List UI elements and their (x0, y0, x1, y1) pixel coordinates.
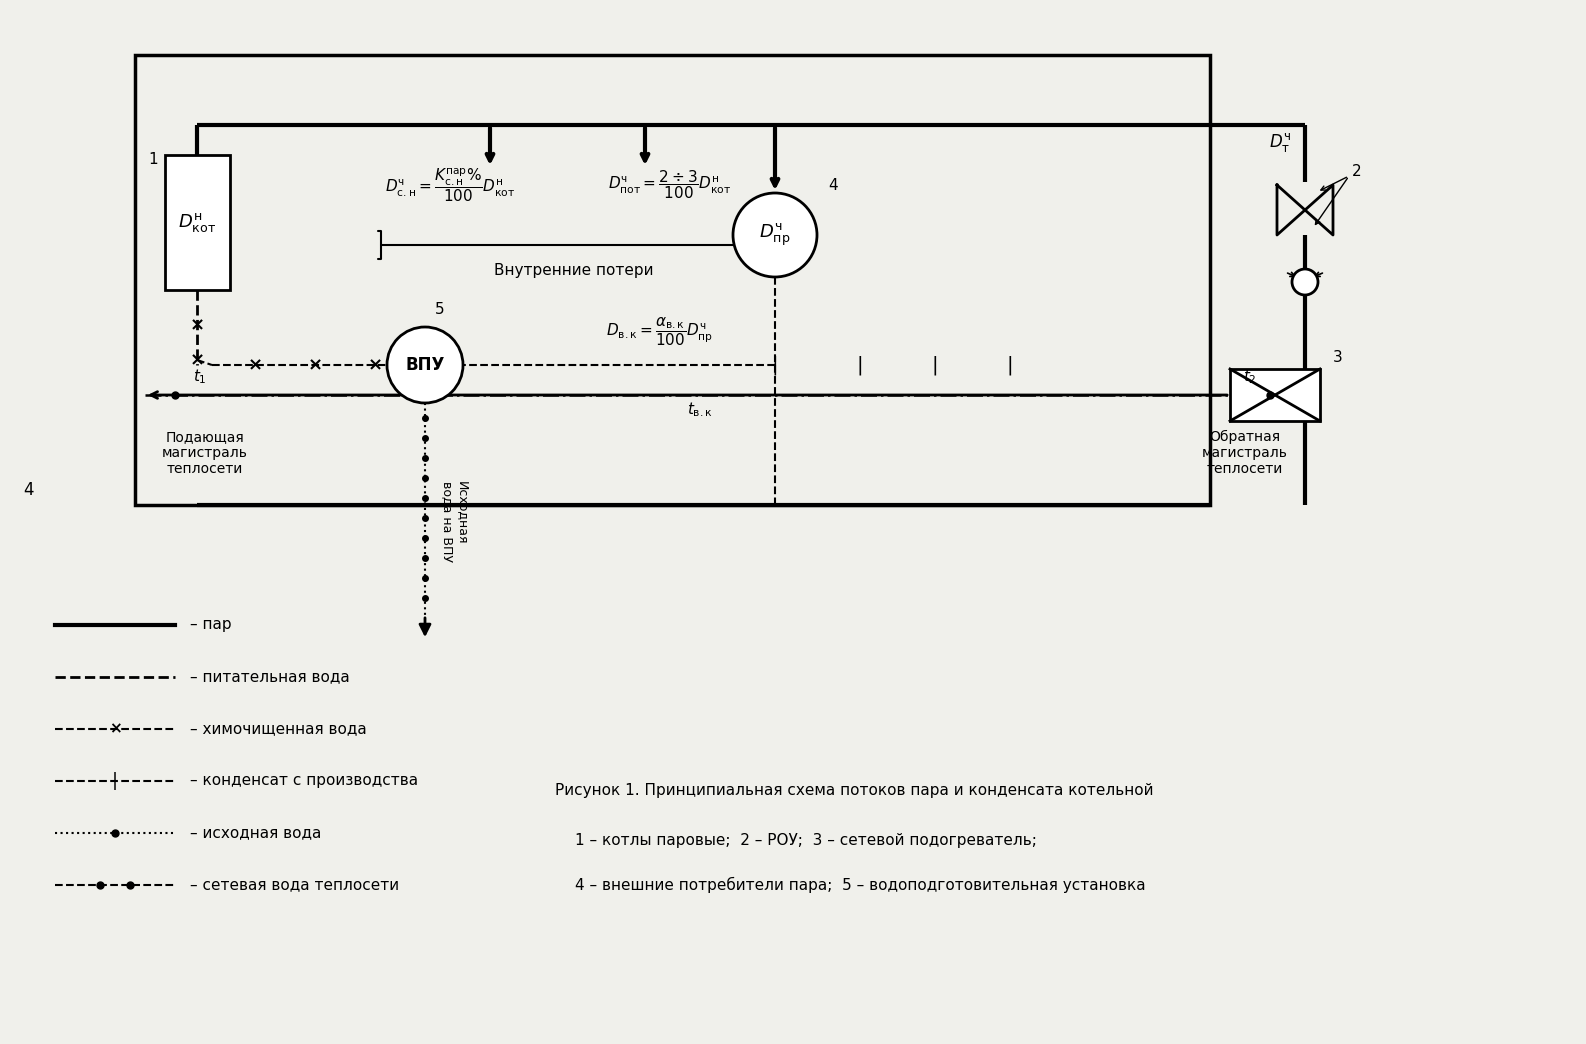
Text: $D_{\rm пот}^{\rm ч} = \dfrac{2\div3}{100} D_{\rm кот}^{\rm н}$: $D_{\rm пот}^{\rm ч} = \dfrac{2\div3}{10… (609, 169, 731, 201)
Text: 4 – внешние потребители пара;  5 – водоподготовительная установка: 4 – внешние потребители пара; 5 – водопо… (576, 877, 1145, 893)
Text: |: | (856, 355, 863, 375)
Text: ×: × (108, 721, 122, 736)
Text: $D_{\rm пр}^{\rm ч}$: $D_{\rm пр}^{\rm ч}$ (760, 222, 791, 248)
Text: $D_{\rm с.н}^{\rm ч} = \dfrac{K_{\rm с.н}^{\rm пар}\%}{100} D_{\rm кот}^{\rm н}$: $D_{\rm с.н}^{\rm ч} = \dfrac{K_{\rm с.н… (385, 166, 515, 204)
Bar (135, 55, 1210, 505)
Text: $t_1$: $t_1$ (193, 367, 206, 386)
Text: ×: × (368, 356, 382, 374)
Text: $t_2$: $t_2$ (1243, 367, 1256, 386)
Text: 2: 2 (1353, 165, 1362, 180)
Text: Рисунок 1. Принципиальная схема потоков пара и конденсата котельной: Рисунок 1. Принципиальная схема потоков … (555, 783, 1153, 798)
Bar (1231, 369, 1320, 421)
Text: – химочищенная вода: – химочищенная вода (190, 721, 366, 736)
Text: 4: 4 (22, 481, 33, 499)
Text: – сетевая вода теплосети: – сетевая вода теплосети (190, 878, 400, 893)
Text: – конденсат с производства: – конденсат с производства (190, 774, 419, 788)
Text: 4: 4 (828, 177, 837, 192)
Circle shape (1293, 269, 1318, 295)
Text: 1 – котлы паровые;  2 – РОУ;  3 – сетевой подогреватель;: 1 – котлы паровые; 2 – РОУ; 3 – сетевой … (576, 832, 1037, 848)
Text: |: | (113, 772, 117, 790)
Text: 3: 3 (1334, 350, 1343, 364)
Text: ×: × (247, 356, 263, 374)
Circle shape (387, 327, 463, 403)
Text: ВПУ: ВПУ (406, 356, 444, 374)
Text: $D_{\rm кот}^{\rm н}$: $D_{\rm кот}^{\rm н}$ (178, 211, 217, 234)
Text: $D_{\rm в.к} = \dfrac{\alpha_{\rm в.к}}{100} D_{\rm пр}^{\rm ч}$: $D_{\rm в.к} = \dfrac{\alpha_{\rm в.к}}{… (606, 315, 714, 349)
Text: |: | (1007, 355, 1013, 375)
Text: |: | (931, 355, 939, 375)
Text: – пар: – пар (190, 617, 232, 633)
Bar (165, 155, 230, 290)
Text: ×: × (308, 356, 322, 374)
Circle shape (733, 193, 817, 277)
Text: – исходная вода: – исходная вода (190, 826, 322, 840)
Text: 5: 5 (435, 303, 444, 317)
Text: 1: 1 (147, 152, 159, 167)
Text: Исходная
вода на ВПУ: Исходная вода на ВПУ (441, 481, 469, 562)
Text: $D_{\rm т}^{\rm ч}$: $D_{\rm т}^{\rm ч}$ (1269, 130, 1291, 153)
Text: $t_{\rm в.к}$: $t_{\rm в.к}$ (687, 401, 714, 420)
Text: Подающая
магистраль
теплосети: Подающая магистраль теплосети (162, 430, 247, 476)
Text: Обратная
магистраль
теплосети: Обратная магистраль теплосети (1202, 430, 1288, 476)
Text: Внутренние потери: Внутренние потери (495, 262, 653, 278)
Text: ×: × (189, 316, 205, 334)
Text: – питательная вода: – питательная вода (190, 669, 351, 685)
Text: ×: × (189, 351, 205, 369)
Text: |: | (772, 355, 779, 375)
